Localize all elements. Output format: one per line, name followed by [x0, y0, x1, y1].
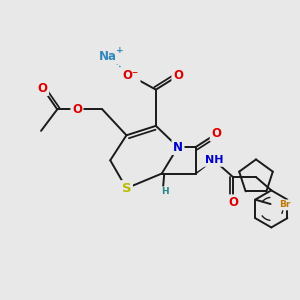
Text: +: +	[116, 46, 124, 55]
Text: S: S	[122, 182, 131, 195]
Polygon shape	[194, 160, 214, 174]
Text: O⁻: O⁻	[123, 69, 139, 82]
Text: H: H	[161, 187, 169, 196]
Text: NH: NH	[205, 155, 224, 165]
Text: Na: Na	[99, 50, 117, 63]
Text: N: N	[173, 141, 183, 154]
Text: O: O	[211, 127, 221, 140]
Text: O: O	[173, 69, 183, 82]
Text: O: O	[38, 82, 47, 95]
Text: Br: Br	[279, 200, 291, 209]
Text: O: O	[72, 103, 82, 116]
Text: O: O	[228, 196, 238, 209]
